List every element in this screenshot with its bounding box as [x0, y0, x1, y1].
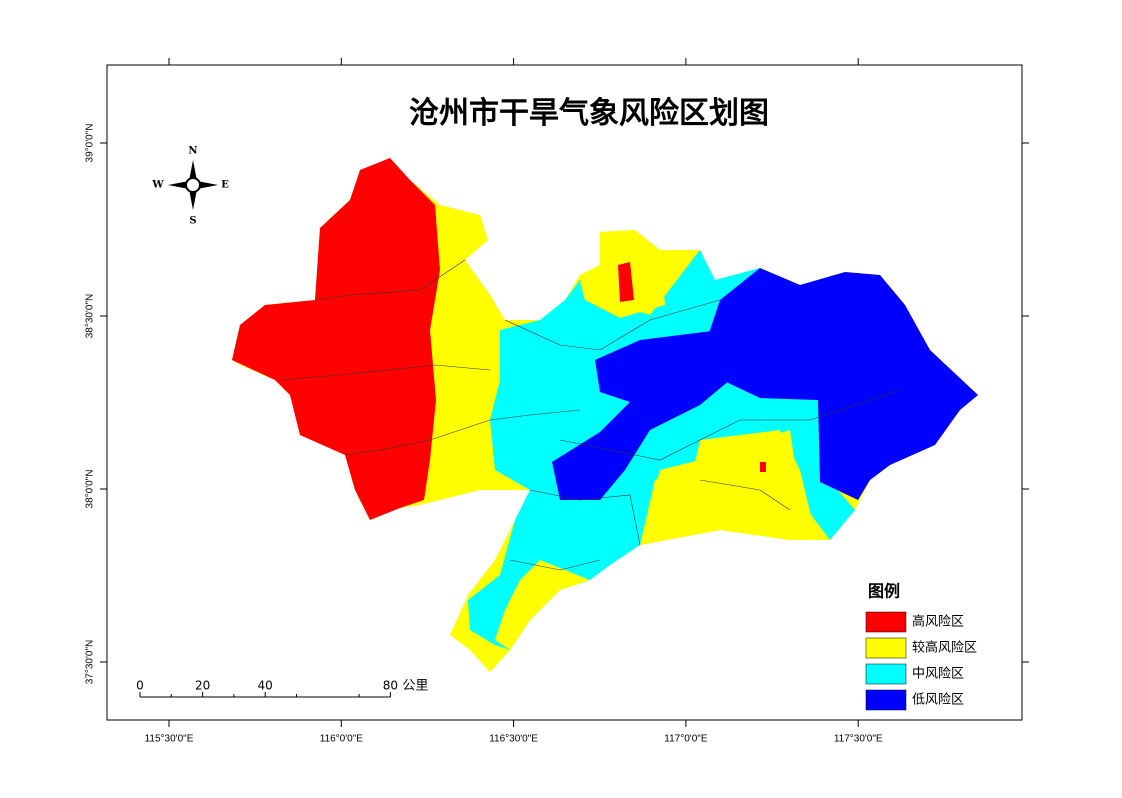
county-borders: [279, 259, 901, 571]
legend-label: 中风险区: [912, 667, 964, 682]
region-yellow-south: [495, 560, 590, 650]
compass-e: E: [221, 180, 229, 191]
regions: [232, 158, 978, 672]
scale-bar-label: 80: [383, 679, 398, 693]
legend-title: 图例: [868, 582, 900, 601]
compass-s: S: [189, 216, 196, 227]
compass-center: [185, 177, 201, 193]
legend-swatch: [865, 663, 907, 685]
region-red-west: [232, 158, 440, 520]
region-yellow-southeast: [640, 430, 812, 545]
legend-label: 低风险区: [912, 693, 964, 708]
legend-swatch: [865, 611, 907, 633]
map-frame: [106, 64, 1023, 721]
legend-label: 高风险区: [912, 614, 964, 630]
legend-label: 较高风险区: [912, 640, 977, 656]
map-title: 沧州市干旱气象风险区划图: [409, 96, 769, 131]
lon-label: 115°30'0"E: [145, 734, 194, 745]
legend-swatch: [865, 689, 907, 711]
region-blue-middle: [552, 330, 730, 500]
scale-bar-label: 0: [136, 679, 144, 693]
legend-swatch: [865, 637, 907, 659]
lat-label: 37°30'0"N: [85, 640, 96, 685]
scale-bar-label: 20: [195, 679, 210, 693]
lon-label: 116°30'0"E: [489, 734, 538, 745]
scale-bar-unit: 公里: [402, 679, 428, 694]
scale-bar-label: 40: [258, 679, 273, 693]
lat-label: 38°0'0"N: [85, 470, 96, 509]
compass-n: N: [188, 146, 197, 157]
compass: N S W E: [151, 146, 229, 227]
region-red-spot: [618, 262, 634, 302]
compass-w: W: [151, 180, 164, 191]
region-red-dot: [760, 462, 766, 472]
region-blue-east: [700, 268, 978, 500]
lat-label: 39°0'0"N: [85, 124, 96, 163]
lon-label: 117°30'0"E: [834, 734, 883, 745]
lon-label: 117°0'0"E: [664, 734, 708, 745]
lat-label: 38°30'0"N: [85, 294, 96, 339]
lon-label: 116°0'0"E: [320, 734, 364, 745]
